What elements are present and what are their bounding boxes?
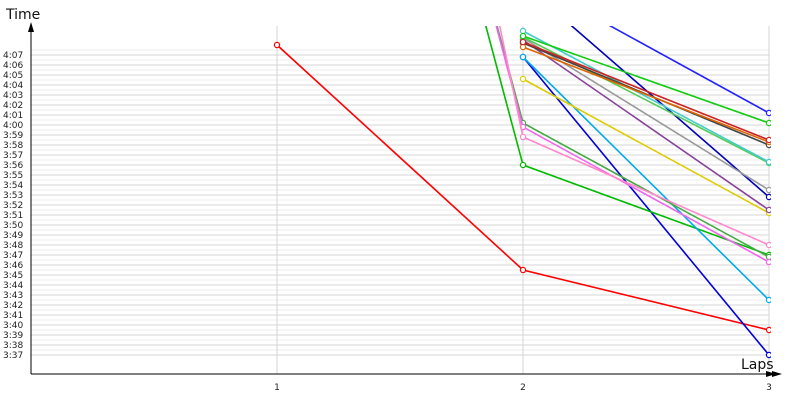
series-line xyxy=(608,26,770,114)
y-axis-arrow xyxy=(28,22,34,32)
data-point xyxy=(519,38,527,46)
y-tick-label: 4:04 xyxy=(3,81,23,91)
y-tick-label: 3:44 xyxy=(3,281,23,291)
x-tick-label: 1 xyxy=(274,383,280,393)
y-tick-label: 3:37 xyxy=(3,351,23,361)
series-line xyxy=(522,30,770,163)
series-line xyxy=(496,26,770,258)
data-point xyxy=(765,119,771,127)
x-tick-label: 3 xyxy=(766,383,772,393)
y-tick-label: 3:51 xyxy=(3,211,23,221)
series-line xyxy=(522,39,770,211)
y-tick-label: 4:01 xyxy=(3,111,23,121)
y-tick-label: 3:58 xyxy=(3,141,23,151)
data-point xyxy=(519,75,527,83)
data-point xyxy=(273,41,281,49)
y-tick-label: 3:53 xyxy=(3,191,23,201)
y-tick-label: 3:52 xyxy=(3,201,23,211)
data-point xyxy=(765,326,771,334)
series-line xyxy=(522,41,770,141)
data-point xyxy=(765,206,771,214)
series-lines xyxy=(273,26,771,359)
y-tick-label: 3:50 xyxy=(3,221,23,231)
data-point xyxy=(519,161,527,169)
y-tick-label: 4:02 xyxy=(3,101,23,111)
y-axis-title: Time xyxy=(5,7,40,23)
series-line xyxy=(485,26,770,256)
series-line xyxy=(522,56,770,356)
series-line xyxy=(522,35,770,124)
x-tick-labels: 1 2 3 xyxy=(274,383,772,393)
y-tick-label: 4:07 xyxy=(3,51,23,61)
data-point xyxy=(765,193,771,201)
y-tick-label: 3:59 xyxy=(3,131,23,141)
series-line xyxy=(498,26,770,246)
x-axis-title: Laps xyxy=(741,357,774,373)
axes xyxy=(28,22,782,377)
data-point xyxy=(765,241,771,249)
data-point xyxy=(765,258,771,266)
series-line xyxy=(522,78,770,214)
y-tick-label: 4:03 xyxy=(3,91,23,101)
y-tick-label: 3:57 xyxy=(3,151,23,161)
y-tick-label: 3:48 xyxy=(3,241,23,251)
series-line xyxy=(570,26,770,198)
y-gridlines xyxy=(31,49,769,356)
y-tick-label: 3:38 xyxy=(3,341,23,351)
data-point xyxy=(765,351,771,359)
y-tick-labels: 3:373:383:393:403:413:423:433:443:453:46… xyxy=(3,51,23,361)
data-point xyxy=(519,266,527,274)
y-tick-label: 3:56 xyxy=(3,161,23,171)
data-point xyxy=(765,186,771,194)
y-tick-label: 3:54 xyxy=(3,181,23,191)
data-point xyxy=(765,158,771,166)
y-tick-label: 4:00 xyxy=(3,121,23,131)
y-tick-label: 3:47 xyxy=(3,251,23,261)
data-point xyxy=(519,133,527,141)
data-point xyxy=(519,32,527,40)
x-axis-arrow-2 xyxy=(766,371,776,377)
y-tick-label: 3:43 xyxy=(3,291,23,301)
series-line xyxy=(522,56,770,301)
y-tick-label: 4:05 xyxy=(3,71,23,81)
x-axis-arrow xyxy=(772,371,782,377)
series-line xyxy=(522,46,770,143)
y-tick-label: 3:45 xyxy=(3,271,23,281)
y-tick-label: 3:55 xyxy=(3,171,23,181)
y-tick-label: 4:06 xyxy=(3,61,23,71)
y-tick-label: 3:42 xyxy=(3,301,23,311)
data-point xyxy=(765,109,771,117)
data-point xyxy=(765,136,771,144)
data-point xyxy=(765,296,771,304)
y-tick-label: 3:41 xyxy=(3,311,23,321)
y-tick-label: 3:39 xyxy=(3,331,23,341)
x-tick-label: 2 xyxy=(520,383,526,393)
y-tick-label: 3:46 xyxy=(3,261,23,271)
y-tick-label: 3:49 xyxy=(3,231,23,241)
y-tick-label: 3:40 xyxy=(3,321,23,331)
data-point xyxy=(519,53,527,61)
